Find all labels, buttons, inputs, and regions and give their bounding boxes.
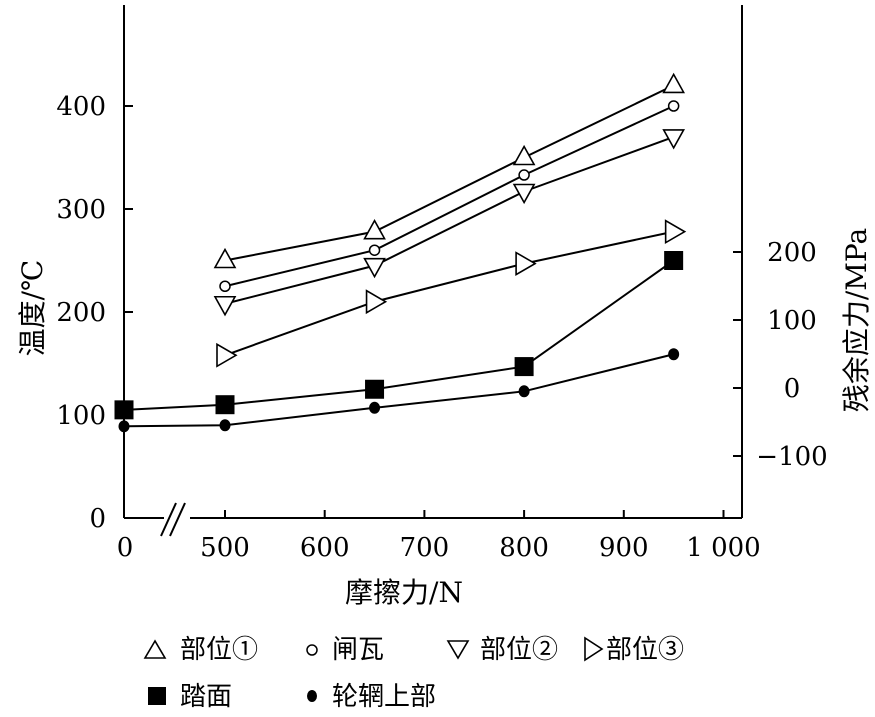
x-tick-label: 700 bbox=[400, 533, 450, 563]
data-point bbox=[219, 419, 231, 432]
data-point bbox=[219, 280, 231, 292]
x-axis-title: 摩擦力/N bbox=[345, 576, 463, 609]
legend-marker-square-filled bbox=[148, 687, 166, 705]
y-left-tick-label: 200 bbox=[56, 298, 106, 328]
y-axis-left-title: 温度/℃ bbox=[16, 260, 49, 357]
x-tick-label: 800 bbox=[499, 533, 549, 563]
legend-label-rim-upper: 轮辋上部 bbox=[332, 682, 436, 712]
data-point bbox=[512, 144, 536, 166]
data-point bbox=[213, 295, 237, 317]
data-point bbox=[512, 183, 536, 205]
data-point bbox=[514, 357, 534, 377]
data-point bbox=[114, 400, 134, 420]
legend-label-brake-shoe: 闸瓦 bbox=[332, 635, 384, 665]
y-left-tick-label: 300 bbox=[56, 195, 106, 225]
y-right-tick-label: −100 bbox=[756, 442, 827, 472]
axis-break-mark-2 bbox=[169, 502, 186, 537]
legend-label-tread: 踏面 bbox=[180, 682, 232, 712]
data-point bbox=[664, 251, 684, 270]
x-tick-label: 600 bbox=[300, 533, 350, 563]
data-point bbox=[518, 385, 530, 398]
ticks-layer: 0 500 600 700 800 900 1 000 0 100 200 300 400 200 100… bbox=[56, 92, 827, 563]
legend-label-part1: 部位① bbox=[180, 635, 258, 665]
legend-label-part2: 部位② bbox=[480, 635, 558, 665]
legend: 部位① 闸瓦 部位② 部位③ 踏面 轮辋上部 bbox=[143, 635, 684, 712]
data-point bbox=[662, 129, 686, 150]
series-line-4 bbox=[123, 259, 675, 411]
legend-marker-triangle-up bbox=[143, 639, 167, 659]
series-line-3 bbox=[224, 230, 674, 357]
data-point bbox=[118, 420, 130, 433]
x-tick-label: 900 bbox=[599, 533, 649, 563]
data-point bbox=[216, 342, 238, 368]
series-layer bbox=[114, 72, 687, 433]
legend-marker-circle-filled bbox=[307, 690, 317, 702]
y-right-tick-label: 0 bbox=[784, 374, 801, 404]
legend-marker-circle-open bbox=[306, 644, 318, 656]
x-tick-label: 500 bbox=[200, 533, 250, 563]
series-line-0 bbox=[224, 84, 675, 262]
y-left-tick-label: 0 bbox=[89, 504, 106, 534]
data-point bbox=[368, 244, 381, 256]
data-point bbox=[369, 401, 381, 414]
data-point bbox=[668, 348, 680, 361]
data-point bbox=[662, 72, 686, 94]
axis-break-mark-1 bbox=[160, 502, 177, 537]
y-left-tick-label: 100 bbox=[56, 401, 106, 431]
x-tick-label: 0 bbox=[117, 533, 134, 563]
y-left-tick-label: 400 bbox=[56, 92, 106, 122]
x-tick-label: 1 000 bbox=[686, 533, 760, 563]
data-point bbox=[664, 219, 687, 245]
legend-marker-triangle-right bbox=[584, 636, 604, 662]
data-point bbox=[518, 169, 530, 181]
series-line-1 bbox=[224, 105, 675, 288]
data-point bbox=[363, 257, 386, 279]
legend-marker-triangle-down bbox=[446, 640, 470, 660]
legend-label-part3: 部位③ bbox=[606, 635, 684, 665]
data-point bbox=[667, 100, 680, 112]
data-point bbox=[363, 219, 386, 240]
data-point bbox=[365, 289, 388, 315]
data-point bbox=[215, 395, 235, 415]
series-line-2 bbox=[224, 135, 674, 305]
y-axis-right-title: 残余应力/MPa bbox=[840, 228, 873, 412]
data-point bbox=[515, 251, 537, 276]
data-point bbox=[365, 379, 385, 399]
data-point bbox=[213, 247, 237, 269]
series-line-5 bbox=[123, 353, 674, 428]
y-right-tick-label: 100 bbox=[767, 306, 817, 336]
y-right-tick-label: 200 bbox=[767, 238, 817, 268]
